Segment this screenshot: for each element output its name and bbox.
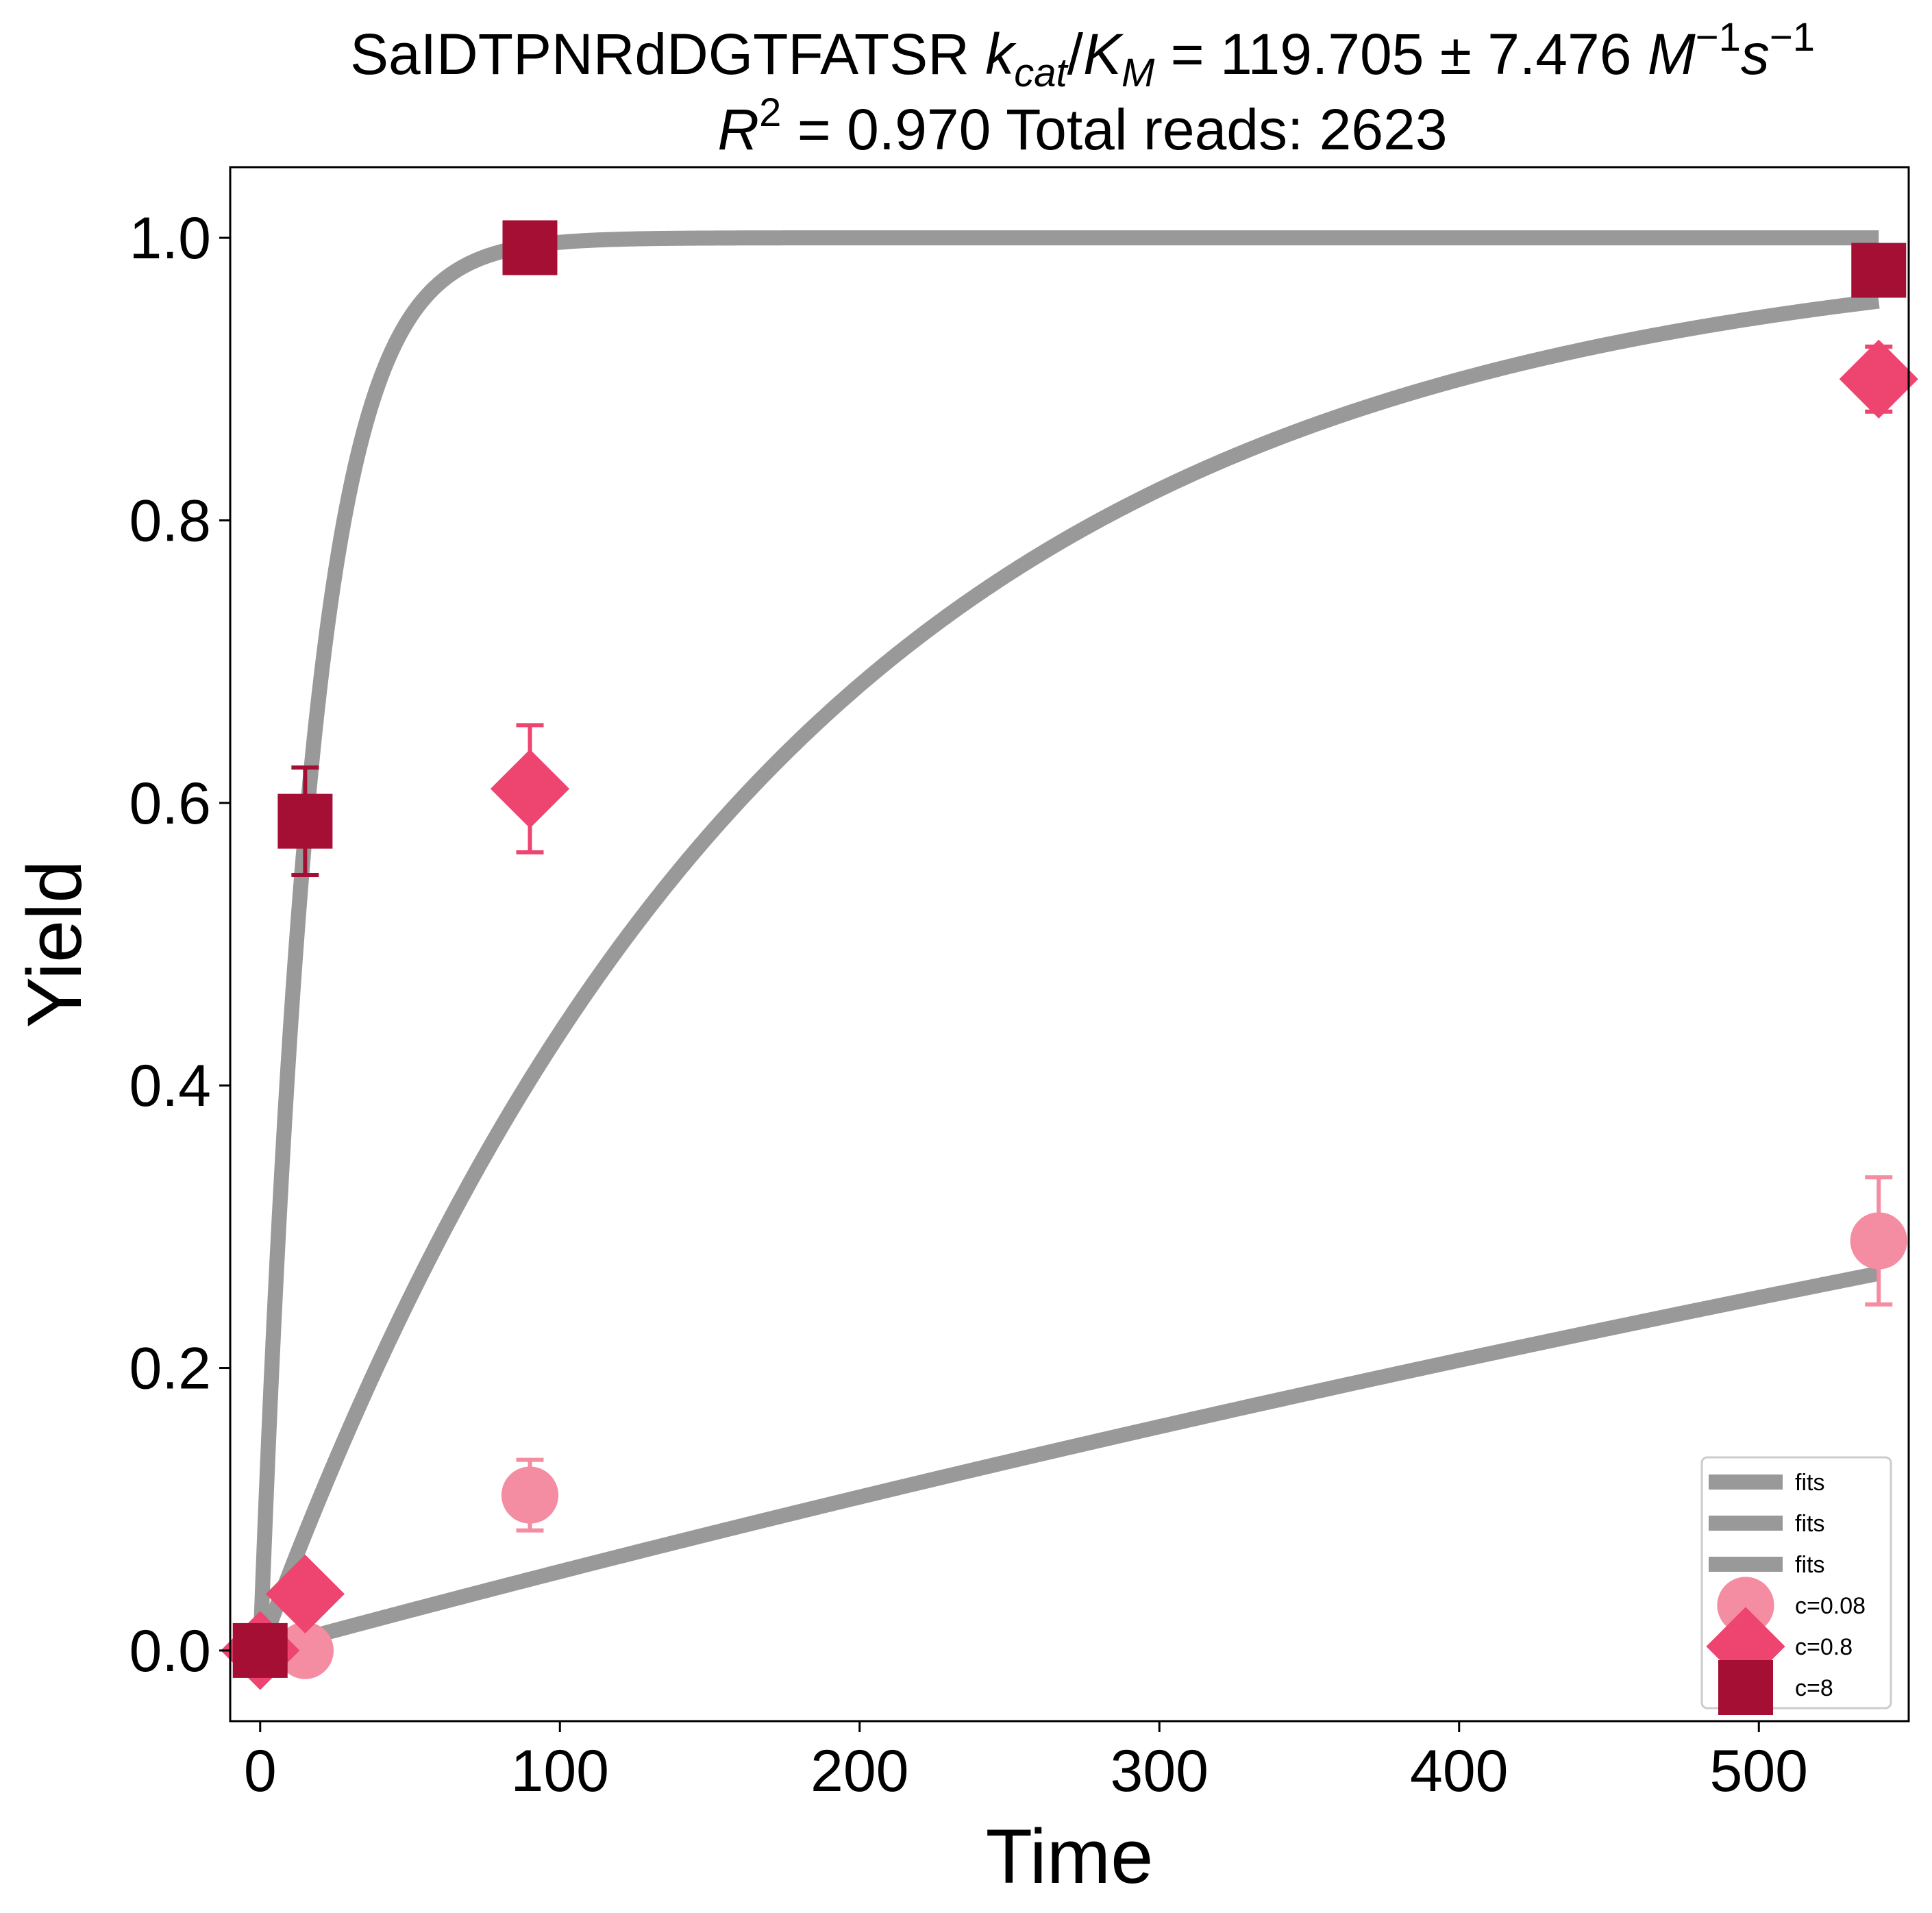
- data-point: [277, 793, 333, 849]
- y-tick-label: 1.0: [129, 206, 211, 271]
- legend-marker-swatch: [1718, 1660, 1773, 1715]
- x-tick-label: 200: [810, 1738, 909, 1804]
- plot-frame: [229, 166, 1910, 1723]
- legend-label: fits: [1795, 1470, 1824, 1496]
- legend-label: c=0.08: [1795, 1593, 1866, 1619]
- data-markers: [221, 220, 1918, 1690]
- series-c=8: [232, 220, 1907, 1678]
- data-point: [276, 1622, 334, 1679]
- legend-item: fits: [1709, 1552, 1824, 1578]
- series-c=0.08: [232, 1175, 1907, 1679]
- legend-marker-swatch: [1717, 1577, 1774, 1634]
- legend-label: c=8: [1795, 1675, 1833, 1701]
- x-axis-ticks: 0 100 200 300 400 500: [244, 1721, 1808, 1804]
- legend-label: fits: [1795, 1552, 1824, 1578]
- legend-label: c=0.8: [1795, 1634, 1853, 1660]
- x-tick-label: 0: [244, 1738, 277, 1804]
- data-point: [490, 749, 570, 828]
- data-point: [1851, 243, 1907, 298]
- x-tick-label: 400: [1410, 1738, 1509, 1804]
- data-point: [502, 220, 558, 275]
- x-tick-label: 500: [1710, 1738, 1809, 1804]
- legend-label: fits: [1795, 1511, 1824, 1537]
- legend: fits fits fits c=0.08 c=0.8 c=8: [1700, 1456, 1892, 1715]
- chart-title-line1: SaIDTPNRdDGTFATSR kcat/KM = 119.705 ± 7.…: [350, 15, 1815, 95]
- y-tick-label: 0.4: [129, 1053, 211, 1119]
- legend-item: c=0.08: [1717, 1577, 1866, 1634]
- fit-curve-2: [253, 293, 1884, 1653]
- data-point: [501, 1466, 559, 1524]
- y-tick-label: 0.8: [129, 488, 211, 554]
- data-point: [232, 1622, 288, 1678]
- y-axis-label: Yield: [12, 861, 97, 1028]
- y-tick-label: 0.0: [129, 1618, 211, 1684]
- fit-curve-1: [255, 1266, 1884, 1658]
- legend-item: fits: [1709, 1470, 1824, 1496]
- y-tick-label: 0.6: [129, 771, 211, 837]
- x-tick-label: 300: [1111, 1738, 1209, 1804]
- x-axis-label: Time: [986, 1814, 1154, 1899]
- data-point: [1850, 1212, 1907, 1270]
- x-tick-label: 100: [511, 1738, 610, 1804]
- chart-title-line2: R2 = 0.970 Total reads: 2623: [717, 90, 1447, 162]
- legend-item: c=8: [1718, 1660, 1833, 1715]
- data-point: [265, 1554, 345, 1634]
- legend-item: fits: [1709, 1511, 1824, 1537]
- y-axis-ticks: 0.0 0.2 0.4 0.6 0.8 1.0: [129, 206, 230, 1684]
- data-point: [1839, 339, 1918, 419]
- y-tick-label: 0.2: [129, 1336, 211, 1402]
